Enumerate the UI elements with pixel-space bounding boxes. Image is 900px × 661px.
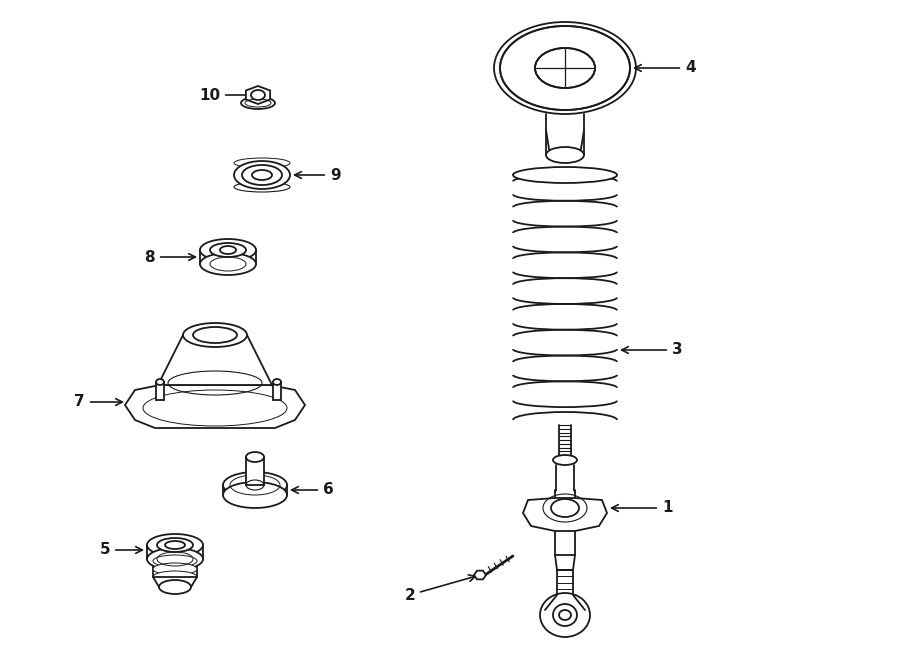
Text: 3: 3	[622, 342, 682, 358]
Ellipse shape	[157, 538, 193, 552]
Polygon shape	[474, 570, 486, 579]
Ellipse shape	[242, 165, 282, 185]
Polygon shape	[246, 86, 270, 104]
Ellipse shape	[147, 534, 203, 556]
Bar	[557, 570, 573, 595]
Ellipse shape	[252, 170, 272, 180]
Bar	[156, 382, 164, 400]
Ellipse shape	[241, 97, 275, 109]
Bar	[273, 382, 281, 400]
Text: 1: 1	[612, 500, 672, 516]
Ellipse shape	[220, 246, 236, 254]
Polygon shape	[125, 385, 305, 428]
Polygon shape	[555, 555, 575, 570]
Ellipse shape	[553, 455, 577, 465]
Ellipse shape	[234, 161, 290, 189]
Ellipse shape	[553, 604, 577, 626]
Bar	[246, 457, 264, 485]
Ellipse shape	[210, 243, 246, 257]
Ellipse shape	[193, 327, 237, 343]
Ellipse shape	[559, 610, 571, 620]
Polygon shape	[523, 498, 607, 531]
Ellipse shape	[551, 499, 579, 517]
Text: 5: 5	[99, 543, 142, 557]
Text: 8: 8	[144, 249, 195, 264]
Ellipse shape	[165, 541, 185, 549]
Ellipse shape	[156, 379, 164, 385]
Ellipse shape	[200, 239, 256, 261]
Ellipse shape	[200, 253, 256, 275]
Ellipse shape	[234, 182, 290, 192]
Ellipse shape	[546, 147, 584, 163]
Ellipse shape	[540, 593, 590, 637]
Ellipse shape	[251, 90, 265, 100]
Ellipse shape	[147, 548, 203, 570]
Ellipse shape	[535, 48, 595, 88]
Ellipse shape	[153, 555, 197, 567]
Ellipse shape	[153, 563, 197, 575]
Ellipse shape	[143, 390, 287, 426]
Ellipse shape	[159, 580, 191, 594]
Ellipse shape	[246, 452, 264, 462]
Ellipse shape	[500, 26, 630, 110]
Ellipse shape	[273, 379, 281, 385]
Polygon shape	[158, 335, 272, 385]
Ellipse shape	[223, 472, 287, 498]
Polygon shape	[153, 577, 197, 587]
Text: 10: 10	[199, 87, 267, 102]
Ellipse shape	[223, 482, 287, 508]
Text: 7: 7	[75, 395, 122, 410]
Ellipse shape	[183, 323, 247, 347]
Ellipse shape	[513, 167, 617, 183]
Text: 2: 2	[404, 575, 475, 602]
Text: 6: 6	[292, 483, 334, 498]
Ellipse shape	[153, 571, 197, 583]
Text: 9: 9	[294, 167, 340, 182]
Text: 4: 4	[634, 61, 696, 75]
